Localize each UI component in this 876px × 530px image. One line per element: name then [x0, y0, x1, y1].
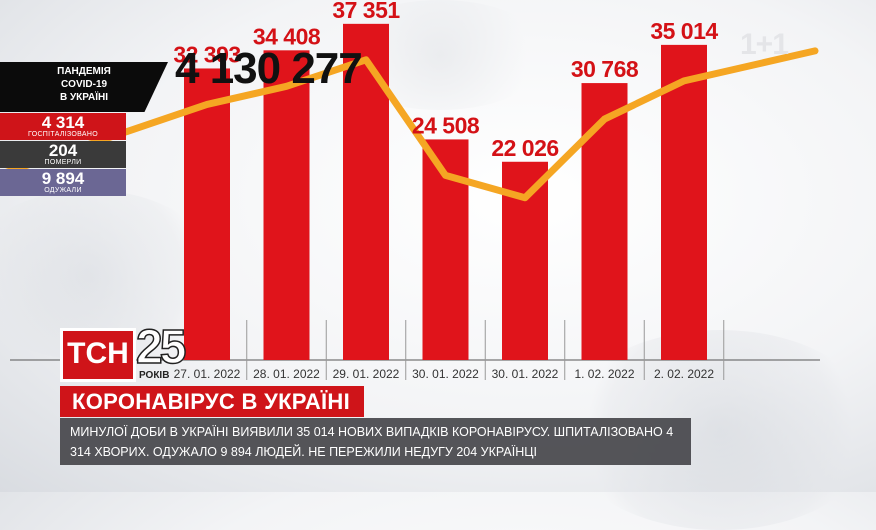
bar-value-label-6: 30 768: [571, 56, 639, 82]
bar-value-label-5: 22 026: [491, 135, 558, 161]
bar-6: [581, 83, 628, 360]
bar-value-label-4: 24 508: [412, 112, 480, 138]
panel-title-line1: ПАНДЕМІЯ: [57, 66, 111, 77]
news-ticker: МИНУЛОЇ ДОБИ В УКРАЇНІ ВИЯВИЛИ 35 014 НО…: [60, 418, 691, 465]
stat-hospitalized: 4 314 ГОСПІТАЛІЗОВАНО: [0, 113, 126, 140]
tsn-logo: ТСН: [60, 328, 136, 382]
trend-line: [0, 47, 819, 202]
stat-deaths: 204 ПОМЕРЛИ: [0, 141, 126, 168]
bar-1: [184, 68, 230, 360]
channel-watermark: 1+1: [740, 28, 789, 61]
panel-title-line2: COVID-19: [60, 79, 108, 90]
stats-panel: ПАНДЕМІЯ COVID-19 В УКРАЇНІ 4 314 ГОСПІТ…: [0, 62, 168, 196]
years-word: РОКІВ: [139, 370, 170, 381]
hospitalized-value: 4 314: [41, 113, 85, 132]
stat-recovered: 9 894 ОДУЖАЛИ: [0, 169, 126, 196]
deaths-value: 204: [48, 141, 78, 160]
bar-7: [661, 44, 707, 361]
recovered-value: 9 894: [41, 169, 85, 188]
bar-value-label-1: 32 393: [173, 41, 240, 67]
tick-label-2: 28. 01. 2022: [253, 367, 320, 380]
tick-label-4: 30. 01. 2022: [412, 367, 479, 380]
years-number: 25: [135, 320, 187, 375]
bar-value-label-2: 34 408: [253, 23, 321, 49]
bar-value-label-7: 35 014: [650, 18, 718, 44]
deaths-label: ПОМЕРЛИ: [44, 159, 82, 166]
panel-title: ПАНДЕМІЯ COVID-19 В УКРАЇНІ: [0, 62, 168, 112]
bar-2: [263, 50, 310, 360]
total-cases: 4 130 277: [175, 44, 363, 93]
recovered-label: ОДУЖАЛИ: [44, 187, 82, 194]
hospitalized-label: ГОСПІТАЛІЗОВАНО: [28, 131, 98, 138]
bar-value-label-3: 37 351: [332, 0, 400, 23]
tick-label-5: 30. 01. 2022: [492, 367, 559, 380]
cases-bar-chart: 27. 01. 2022 28. 01. 2022 29. 01. 2022 30. …: [0, 0, 820, 380]
panel-title-line3: В УКРАЇНІ: [59, 92, 109, 103]
headline: КОРОНАВІРУС В УКРАЇНІ: [60, 386, 364, 417]
years-logo: 25 РОКІВ: [135, 320, 194, 382]
tick-label-6: 1. 02. 2022: [574, 367, 634, 380]
tick-label-7: 2. 02. 2022: [654, 367, 714, 380]
tick-label-3: 29. 01. 2022: [333, 367, 400, 380]
tick-label-1: 27. 01. 2022: [174, 367, 241, 380]
